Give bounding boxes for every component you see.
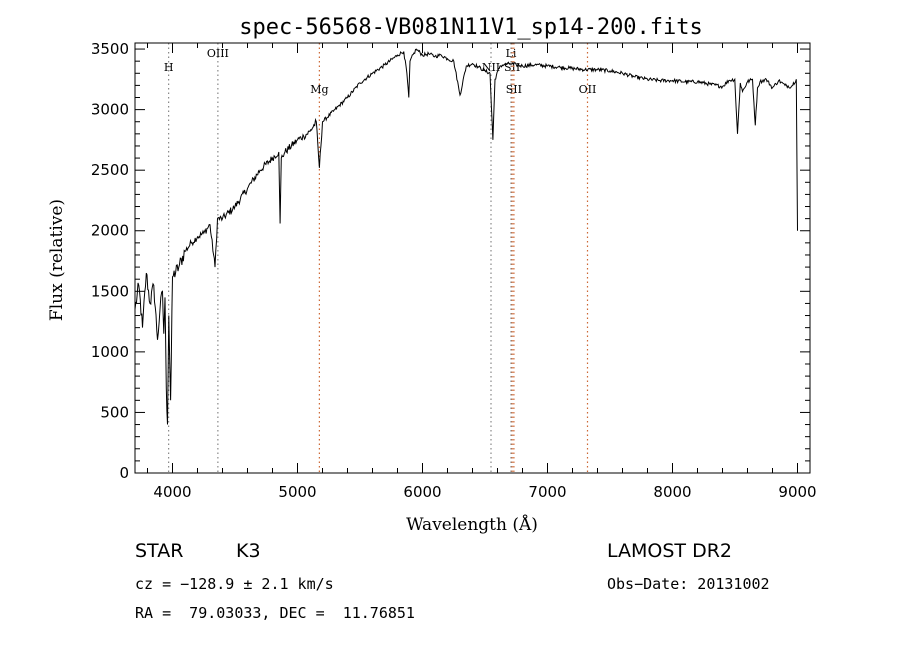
y-tick-label: 3500: [91, 40, 129, 58]
x-tick-label: 8000: [653, 483, 691, 501]
y-tick-label: 1500: [91, 282, 129, 300]
y-axis-label: Flux (relative): [47, 199, 67, 321]
plot-frame: [134, 42, 811, 474]
x-tick-label: 4000: [153, 483, 191, 501]
object-class: STAR: [135, 540, 184, 562]
spectrum-line: [134, 48, 798, 425]
observation-date: Obs−Date: 20131002: [607, 575, 770, 593]
y-axis-ticks: 0 500 1000 1500 2000 2500 3000 3500: [91, 40, 810, 482]
x-axis-ticks: 4000 5000 6000 7000 8000 9000: [147, 43, 817, 501]
x-axis-label: Wavelength (Å): [406, 514, 538, 535]
redshift-velocity: cz = −128.9 ± 2.1 km/s: [135, 575, 334, 593]
spectral-line-label: Mg: [310, 83, 328, 96]
x-tick-label: 9000: [778, 483, 816, 501]
spectral-line-label: Li: [506, 47, 517, 60]
y-tick-label: 3000: [91, 101, 129, 119]
y-tick-label: 2000: [91, 222, 129, 240]
y-tick-label: 1000: [91, 343, 129, 361]
y-tick-label: 0: [119, 464, 129, 482]
y-tick-label: 500: [100, 403, 129, 421]
x-tick-label: 7000: [528, 483, 566, 501]
spectral-line-label: OIII: [207, 47, 229, 60]
y-tick-label: 2500: [91, 161, 129, 179]
spectral-line-label: H: [164, 61, 174, 74]
spectral-line-label: OII: [579, 83, 597, 96]
spectral-line-label: SII: [506, 83, 522, 96]
x-tick-label: 5000: [278, 483, 316, 501]
object-subclass: K3: [236, 540, 261, 562]
survey-name: LAMOST DR2: [607, 540, 732, 562]
ra-dec-coordinates: RA = 79.03033, DEC = 11.76851: [135, 604, 415, 622]
x-tick-label: 6000: [403, 483, 441, 501]
chart-title: spec-56568-VB081N11V1_sp14-200.fits: [239, 15, 703, 40]
